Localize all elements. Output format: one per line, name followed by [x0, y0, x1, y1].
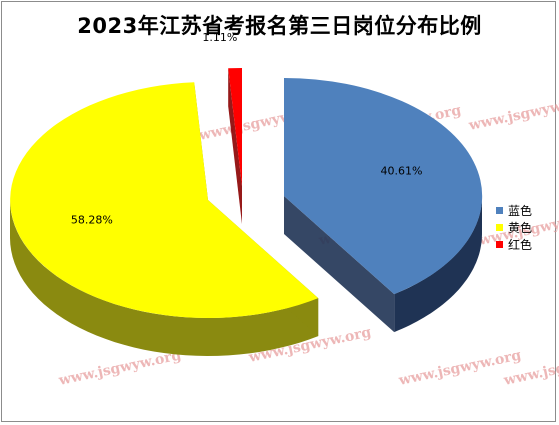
legend-swatch [496, 241, 503, 248]
watermark-3: www.jsgwyw.org [467, 92, 559, 134]
legend-swatch [496, 207, 503, 214]
pie-side-0 [394, 196, 482, 333]
legend-label: 蓝色 [508, 204, 533, 218]
pie-tops [10, 68, 483, 319]
legend-item-0: 蓝色 [496, 202, 532, 219]
pie-cut-0-1 [284, 196, 395, 333]
legend-swatch [496, 224, 503, 231]
pie-side-1 [10, 200, 319, 356]
watermark-6: www.jsgwyw.org [57, 347, 183, 389]
data-label-红色: 1.11% [202, 31, 237, 44]
pie-slice-红色 [228, 68, 242, 186]
pie-slice-蓝色 [284, 77, 483, 295]
pie-slice-黄色 [10, 82, 319, 319]
pie-cut-2-0 [228, 68, 242, 224]
data-label-蓝色: 40.61% [381, 165, 423, 178]
legend-label: 黄色 [508, 221, 533, 235]
legend-label: 红色 [508, 238, 533, 252]
chart-title: 2023年江苏省考报名第三日岗位分布比例 [77, 14, 482, 38]
legend-item-1: 黄色 [496, 219, 532, 236]
data-label-黄色: 58.28% [71, 214, 113, 227]
legend-item-2: 红色 [496, 236, 532, 253]
data-labels: 40.61% 58.28% 1.11% [71, 31, 423, 227]
legend: 蓝色 黄色 红色 [496, 202, 532, 253]
